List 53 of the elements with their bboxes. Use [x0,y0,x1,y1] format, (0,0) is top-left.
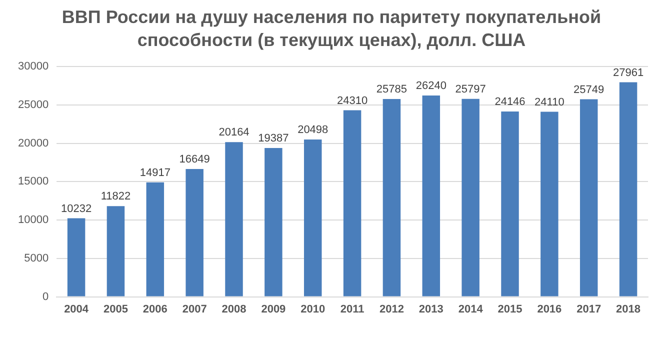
data-label: 24110 [534,96,564,108]
x-tick-label: 2013 [418,303,444,316]
data-label: 19387 [258,132,289,145]
data-label: 14917 [140,166,170,179]
data-label: 24310 [336,94,368,107]
x-tick-label: 2007 [182,303,207,316]
bar [106,206,125,296]
x-tick-label: 2004 [64,303,90,316]
x-tick-label: 2018 [616,303,641,316]
x-tick-label: 2017 [576,303,602,316]
y-tick-label: 20000 [18,137,49,150]
bar [186,169,204,296]
y-tick-label: 5000 [24,252,49,264]
bar [422,95,440,296]
bar [67,218,86,296]
bar [580,99,598,296]
y-tick-label: 25000 [18,99,49,111]
data-label: 26240 [416,80,446,92]
data-label: 24146 [494,96,526,108]
y-tick-label: 30000 [18,60,49,73]
data-label: 10232 [61,202,92,215]
x-tick-label: 2010 [300,303,326,316]
x-tick-label: 2008 [222,303,246,316]
x-tick-label: 2011 [340,303,364,316]
bar [343,110,362,296]
y-tick-label: 10000 [18,214,49,226]
data-label: 16649 [179,154,210,166]
x-tick-label: 2016 [537,303,562,316]
y-tick-label: 0 [42,290,49,303]
data-label: 25749 [574,84,604,96]
data-label: 25785 [376,83,408,96]
bar [619,82,638,296]
chart-title: ВВП России на душу населения по паритету покупательной способности (в текущих ценах), долл. США [60,6,602,52]
bar [382,98,401,296]
data-label: 27961 [612,66,644,79]
x-tick-label: 2006 [142,303,168,316]
bar [146,182,164,296]
bar [304,140,322,296]
y-tick-label: 15000 [18,176,49,188]
data-label: 11822 [100,190,131,203]
x-tick-label: 2014 [458,303,484,316]
x-tick-label: 2012 [379,303,404,316]
x-tick-label: 2005 [103,303,128,316]
data-label: 20164 [218,126,250,139]
x-tick-label: 2009 [261,303,286,316]
bar [225,142,243,296]
bar [462,98,480,296]
bar [264,148,282,296]
data-label: 20498 [298,124,328,136]
x-tick-label: 2015 [498,303,522,316]
bar [540,112,558,296]
bar [501,112,519,296]
data-label: 25797 [455,83,486,96]
